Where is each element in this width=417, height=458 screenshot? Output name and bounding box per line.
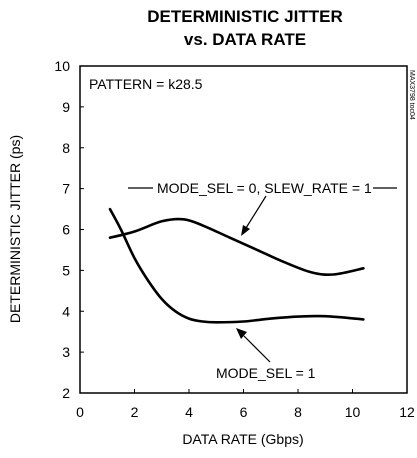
annotation-0-pointer — [245, 195, 267, 229]
x-tick-label: 10 — [345, 404, 361, 420]
x-tick-label: 12 — [399, 404, 415, 420]
annotation-1-arrowhead — [236, 328, 247, 339]
x-tick-label: 0 — [76, 404, 84, 420]
x-axis: 0 2 4 6 8 10 12 — [76, 389, 415, 420]
series-line-0 — [108, 217, 365, 277]
annotation-1-text: MODE_SEL = 1 — [216, 365, 316, 381]
x-tick-label: 2 — [131, 404, 139, 420]
y-tick-label: 8 — [62, 140, 70, 156]
y-tick-label: 6 — [62, 222, 70, 238]
y-tick-label: 4 — [62, 303, 70, 319]
chart-title: DETERMINISTIC JITTER — [147, 7, 343, 26]
y-axis: 2 3 4 5 6 7 8 9 10 — [54, 58, 84, 401]
y-tick-label: 3 — [62, 344, 70, 360]
pattern-label: PATTERN = k28.5 — [89, 76, 203, 92]
y-axis-label: DETERMINISTIC JITTER (ps) — [7, 135, 23, 323]
annotation-0-arrowhead — [241, 225, 250, 236]
chart-subtitle: vs. DATA RATE — [184, 30, 306, 49]
y-tick-label: 10 — [54, 58, 70, 74]
y-tick-label: 7 — [62, 181, 70, 197]
y-tick-label: 2 — [62, 385, 70, 401]
annotation-0-text: MODE_SEL = 0, SLEW_RATE = 1 — [157, 180, 372, 196]
figure-code: MAX3798 toc04 — [408, 70, 415, 120]
annotation-1-pointer — [243, 335, 271, 363]
x-axis-label: DATA RATE (Gbps) — [182, 431, 303, 447]
x-tick-label: 6 — [240, 404, 248, 420]
series-line-1 — [108, 207, 365, 324]
y-tick-label: 9 — [62, 99, 70, 115]
annotation-0-mask — [153, 179, 373, 197]
series-layer — [108, 207, 365, 324]
x-tick-label: 8 — [294, 404, 302, 420]
x-tick-label: 4 — [185, 404, 193, 420]
y-tick-label: 5 — [62, 262, 70, 278]
